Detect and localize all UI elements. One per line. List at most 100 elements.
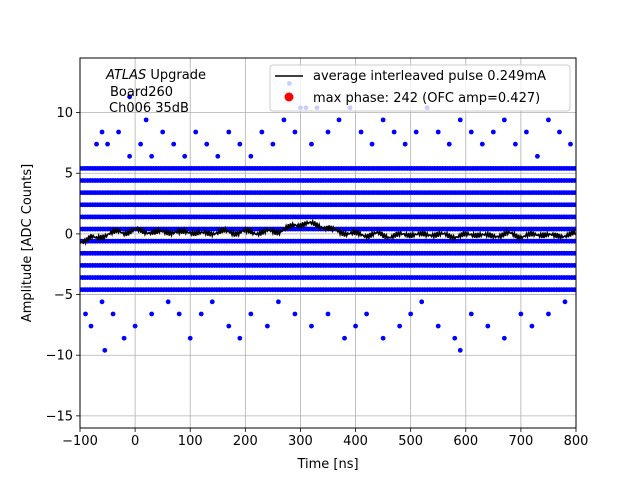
- x-axis: −100 0 100 200 300 400 500 600 700 800: [62, 428, 588, 449]
- sample-point: [132, 323, 138, 329]
- x-tick-label: 600: [453, 434, 478, 449]
- legend-box: [269, 64, 571, 112]
- sample-point: [435, 323, 441, 329]
- sample-point: [524, 129, 529, 135]
- sample-point: [309, 323, 314, 329]
- y-axis: −15 −10 −5 0 5 10: [46, 106, 80, 424]
- annotation-channel: Ch006 35dB: [109, 101, 189, 116]
- sample-point: [292, 311, 298, 317]
- x-tick-label: 0: [131, 434, 139, 449]
- sample-point: [325, 311, 331, 317]
- sample-point: [160, 129, 166, 135]
- sample-point: [457, 117, 463, 123]
- sample-point: [309, 141, 314, 147]
- sample-point: [182, 153, 188, 159]
- sample-point: [571, 190, 576, 196]
- sample-point: [281, 117, 287, 123]
- sample-point: [165, 299, 171, 305]
- sample-point: [408, 311, 414, 317]
- sample-point: [397, 323, 403, 329]
- y-axis-title: Amplitude [ADC Counts]: [20, 164, 35, 322]
- sample-point: [369, 141, 375, 147]
- sample-point: [204, 141, 210, 147]
- sample-point: [358, 129, 364, 135]
- sample-point: [187, 335, 193, 341]
- sample-point: [248, 153, 254, 159]
- sample-point: [116, 129, 121, 135]
- legend-label-max-phase: max phase: 242 (OFC amp=0.427): [313, 91, 540, 106]
- sample-point: [209, 299, 215, 305]
- sample-point: [571, 287, 576, 293]
- sample-point: [198, 311, 204, 317]
- sample-point: [391, 129, 397, 135]
- sample-point: [518, 311, 524, 317]
- sample-point: [270, 141, 276, 147]
- sample-point: [102, 347, 108, 353]
- sample-point: [457, 347, 463, 353]
- sample-point: [501, 117, 507, 123]
- sample-point: [237, 141, 243, 147]
- sample-point: [176, 311, 182, 317]
- annotation: ATLAS Upgrade Board260 Ch006 35dB: [105, 68, 206, 116]
- sample-point: [149, 311, 155, 317]
- x-tick-label: 200: [233, 434, 258, 449]
- sample-point: [226, 129, 232, 135]
- x-tick-label: 100: [178, 434, 203, 449]
- sample-point: [364, 311, 369, 317]
- sample-point: [226, 323, 232, 329]
- y-tick-label: −5: [54, 288, 73, 303]
- sample-point: [336, 117, 342, 123]
- sample-point: [485, 323, 491, 329]
- sample-point: [446, 141, 452, 147]
- sample-point: [571, 178, 576, 183]
- y-tick-label: −15: [46, 409, 73, 424]
- sample-point: [568, 141, 573, 147]
- x-tick-label: 700: [508, 434, 533, 449]
- sample-point: [127, 153, 132, 159]
- sample-point: [342, 335, 347, 341]
- plot-area: [80, 81, 576, 353]
- sample-point: [435, 129, 441, 135]
- sample-point: [571, 202, 576, 208]
- annotation-upgrade: Upgrade: [146, 68, 206, 83]
- sample-point: [171, 141, 177, 147]
- sample-point: [237, 335, 243, 341]
- sample-point: [248, 311, 254, 317]
- x-tick-label: 500: [398, 434, 423, 449]
- legend: average interleaved pulse 0.249mA max ph…: [269, 64, 571, 112]
- y-tick-label: −10: [46, 349, 73, 364]
- sample-point: [83, 311, 88, 317]
- sample-point: [402, 141, 408, 147]
- sample-point: [535, 153, 540, 159]
- sample-point: [193, 129, 199, 135]
- sample-point: [264, 323, 270, 329]
- x-tick-label: 300: [288, 434, 313, 449]
- sample-point: [501, 335, 507, 341]
- sample-point: [452, 335, 458, 341]
- sample-point: [512, 141, 518, 147]
- sample-point: [571, 275, 576, 280]
- average-pulse-line: [80, 218, 576, 247]
- sample-point: [353, 323, 358, 329]
- sample-point: [562, 299, 568, 305]
- sample-point: [88, 323, 94, 329]
- average-pulse-layer: [80, 218, 576, 247]
- sample-point: [413, 129, 419, 135]
- legend-label-average: average interleaved pulse 0.249mA: [313, 69, 546, 84]
- sample-point: [529, 323, 535, 329]
- annotation-atlas: ATLAS: [105, 68, 146, 83]
- sample-point: [143, 117, 149, 123]
- sample-point: [571, 250, 576, 256]
- x-tick-label: −100: [62, 434, 98, 449]
- sample-point: [479, 141, 485, 147]
- sample-point: [468, 129, 474, 135]
- sample-point: [468, 311, 474, 317]
- sample-point: [546, 311, 551, 317]
- sample-point: [380, 117, 386, 123]
- sample-point: [292, 129, 298, 135]
- sample-point: [105, 141, 110, 147]
- sample-point: [259, 129, 265, 135]
- sample-point: [121, 335, 127, 341]
- sample-point: [546, 117, 551, 123]
